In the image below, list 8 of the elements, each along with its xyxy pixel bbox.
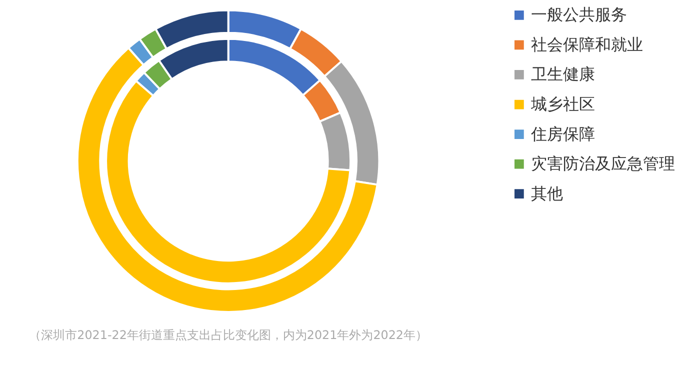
legend-label: 卫生健康 (531, 64, 596, 84)
legend-label: 灾害防治及应急管理 (531, 154, 676, 174)
legend-label: 城乡社区 (530, 94, 596, 114)
legend-label: 住房保障 (530, 124, 596, 144)
text: （深圳市2021-22年街道重点支出占比变化图，内为2021年外为2022年） (29, 328, 428, 342)
legend-label: 一般公共服务 (531, 5, 628, 24)
legend-label: 其他 (531, 184, 564, 203)
legend-label: 社会保障和就业 (531, 34, 644, 54)
